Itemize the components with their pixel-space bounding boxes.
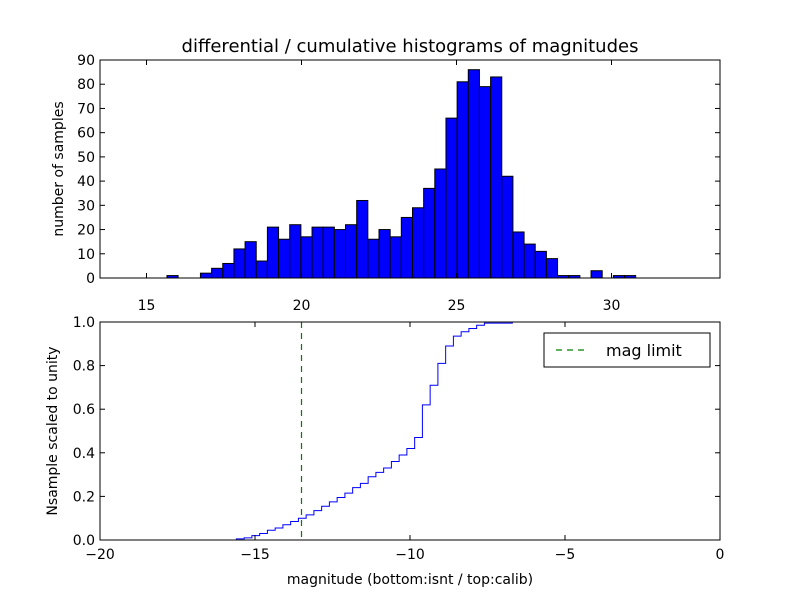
histogram-bar bbox=[389, 236, 402, 279]
histogram-bar bbox=[233, 248, 246, 279]
top-histogram-panel: differential / cumulative histograms of … bbox=[51, 36, 721, 314]
top-y-tick-label: 70 bbox=[77, 101, 95, 117]
histogram-bar bbox=[311, 226, 324, 279]
bottom-x-tick-label: −10 bbox=[395, 547, 425, 563]
histogram-bar bbox=[266, 226, 280, 279]
histogram-bar bbox=[367, 238, 380, 279]
top-x-tick-label: 20 bbox=[293, 298, 311, 314]
bottom-axes-frame bbox=[99, 321, 721, 541]
top-x-tick-label: 25 bbox=[448, 298, 466, 314]
histogram-bar bbox=[523, 243, 536, 279]
histogram-bar bbox=[478, 86, 492, 279]
top-y-axis-label: number of samples bbox=[51, 101, 67, 236]
top-y-tick-label: 30 bbox=[77, 198, 95, 214]
legend-mag-limit-label: mag limit bbox=[606, 341, 682, 360]
bottom-x-axis-label: magnitude (bottom:isnt / top:calib) bbox=[287, 572, 533, 588]
bottom-y-tick-label: 0.8 bbox=[73, 359, 95, 375]
top-axes-frame bbox=[99, 59, 721, 279]
histogram-bar bbox=[222, 262, 235, 279]
top-y-tick-label: 0 bbox=[86, 271, 95, 287]
histogram-bar bbox=[322, 226, 335, 279]
histogram-bar bbox=[445, 117, 458, 279]
histogram-bar bbox=[199, 272, 213, 279]
top-x-tick-label: 15 bbox=[138, 298, 156, 314]
top-y-tick-label: 50 bbox=[77, 150, 95, 166]
bottom-y-tick-label: 1.0 bbox=[73, 315, 95, 331]
top-y-ticks: 0 10 20 30 40 50 60 70 80 90 bbox=[77, 53, 720, 287]
chart-title: differential / cumulative histograms of … bbox=[182, 36, 639, 57]
histogram-bar bbox=[333, 229, 347, 279]
bottom-x-tick-label: −15 bbox=[240, 547, 270, 563]
top-x-tick-label: 30 bbox=[603, 298, 621, 314]
histogram-bar bbox=[590, 270, 603, 279]
bottom-y-tick-label: 0.6 bbox=[73, 402, 95, 418]
histogram-bar bbox=[545, 258, 559, 279]
histogram-bar bbox=[255, 260, 268, 279]
histogram-bar bbox=[490, 76, 503, 279]
bottom-y-tick-label: 0.2 bbox=[73, 489, 95, 505]
histogram-bar bbox=[534, 250, 547, 279]
top-y-tick-label: 10 bbox=[77, 247, 95, 263]
legend: mag limit bbox=[543, 332, 711, 368]
histogram-bar bbox=[411, 207, 425, 279]
top-x-ticks: 15 20 25 30 bbox=[138, 60, 621, 314]
histogram-bar bbox=[300, 236, 313, 279]
bottom-cumulative-panel: Nsample scaled to unity magnitude (botto… bbox=[45, 315, 724, 588]
histogram-bar bbox=[278, 238, 291, 279]
histogram-bar bbox=[512, 231, 525, 279]
histogram-bar bbox=[356, 199, 369, 279]
bottom-y-tick-label: 0.4 bbox=[73, 446, 95, 462]
top-y-tick-label: 40 bbox=[77, 174, 95, 190]
bottom-y-ticks: 0.0 0.2 0.4 0.6 0.8 1.0 bbox=[73, 315, 720, 549]
top-y-tick-label: 60 bbox=[77, 126, 95, 142]
histogram-bar bbox=[434, 168, 447, 279]
histogram-bar bbox=[501, 175, 514, 279]
bottom-y-tick-label: 0.0 bbox=[73, 533, 95, 549]
bottom-x-tick-label: −5 bbox=[555, 547, 576, 563]
histogram-bar bbox=[289, 224, 302, 279]
histogram-bar bbox=[423, 187, 436, 279]
top-y-tick-label: 80 bbox=[77, 77, 95, 93]
histogram-bar bbox=[378, 229, 391, 279]
bottom-x-ticks: −20 −15 −10 −5 0 bbox=[85, 322, 724, 563]
cumulative-step-line bbox=[100, 321, 721, 541]
histogram-bar bbox=[244, 241, 257, 279]
histogram-bar bbox=[400, 216, 413, 279]
top-y-tick-label: 20 bbox=[77, 223, 95, 239]
histogram-bar bbox=[345, 224, 358, 279]
histogram-bar bbox=[211, 267, 224, 279]
bottom-x-tick-label: −20 bbox=[85, 547, 115, 563]
histogram-bars bbox=[166, 69, 637, 279]
top-y-tick-label: 90 bbox=[77, 53, 95, 69]
bottom-x-tick-label: 0 bbox=[716, 547, 725, 563]
bottom-y-axis-label: Nsample scaled to unity bbox=[45, 346, 61, 515]
histogram-bar bbox=[456, 81, 469, 279]
histogram-bar bbox=[467, 69, 480, 279]
